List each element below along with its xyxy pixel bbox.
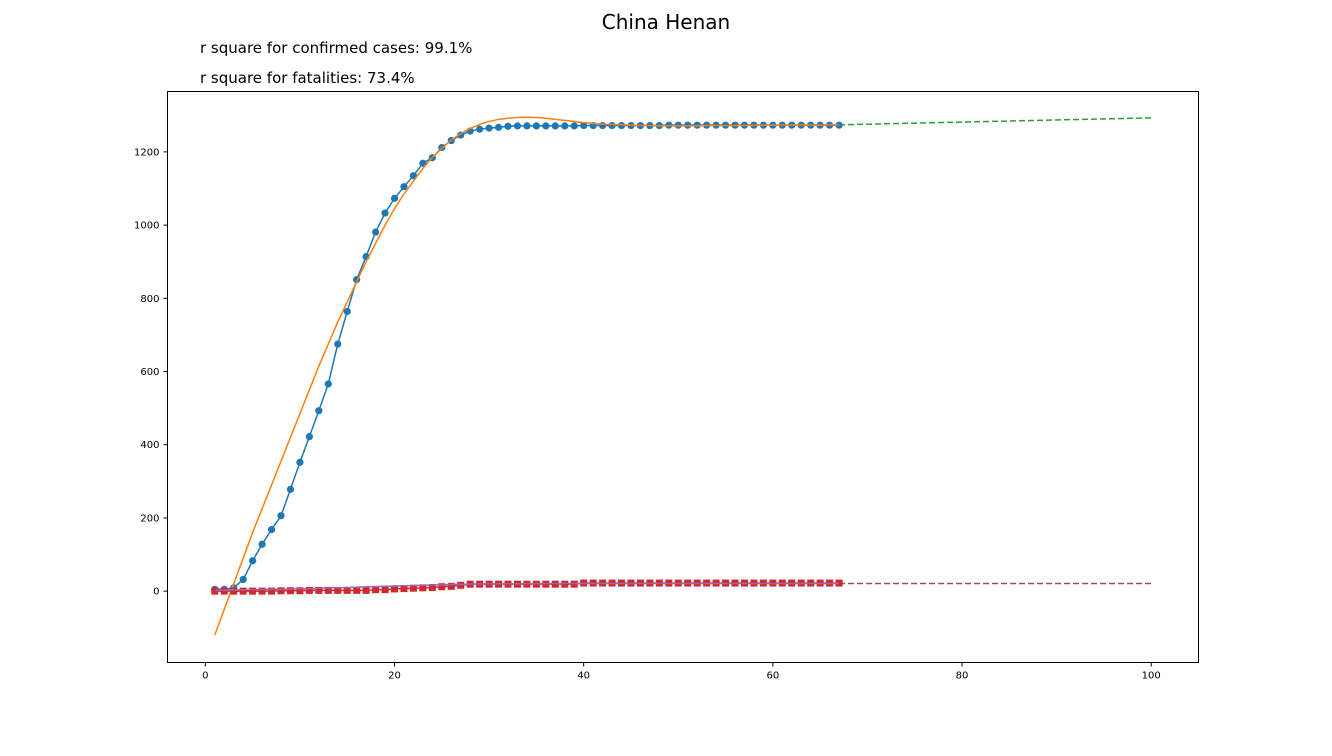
y-tick-label: 800 (140, 294, 159, 305)
data-point-fatalities (400, 585, 408, 593)
series-line-confirmed-forecast (839, 117, 1152, 126)
y-tick-label: 0 (153, 587, 159, 598)
data-point-confirmed (513, 122, 522, 130)
data-point-confirmed (277, 512, 285, 520)
data-point-confirmed (315, 407, 323, 415)
data-point-fatalities (258, 587, 266, 595)
y-axis: 0 200 400 600 800 1000 1200 (134, 147, 168, 598)
x-tick-label: 0 (202, 671, 208, 682)
annotation-r-square-fatalities: r square for fatalities: 73.4% (200, 69, 415, 87)
x-tick-label: 40 (577, 671, 590, 682)
x-tick-label: 60 (766, 671, 779, 682)
data-point-fatalities (428, 583, 436, 591)
y-tick-label: 1200 (134, 147, 159, 158)
series-line-confirmed (214, 124, 840, 591)
data-point-fatalities (353, 586, 361, 594)
data-point-confirmed (419, 159, 427, 167)
data-point-confirmed (249, 557, 257, 565)
data-point-confirmed (494, 123, 503, 131)
data-point-fatalities (239, 587, 247, 595)
data-point-confirmed (258, 540, 266, 548)
data-point-confirmed (504, 122, 512, 130)
data-point-confirmed (542, 122, 550, 130)
data-point-confirmed (239, 575, 247, 584)
data-point-fatalities (419, 584, 427, 592)
annotation-r-square-confirmed: r square for confirmed cases: 99.1% (200, 39, 472, 57)
data-point-confirmed (324, 380, 332, 388)
data-point-fatalities (211, 587, 219, 595)
data-point-confirmed (296, 458, 304, 466)
data-point-fatalities (334, 586, 342, 594)
data-point-fatalities (343, 586, 351, 594)
x-tick-label: 20 (388, 671, 401, 682)
data-point-fatalities (438, 583, 446, 591)
data-point-confirmed (570, 122, 578, 130)
series-layer (211, 116, 1152, 636)
x-axis: 0 20 40 60 80 100 (202, 662, 1161, 682)
data-point-confirmed (334, 340, 342, 348)
data-point-confirmed (267, 526, 276, 534)
data-point-fatalities (447, 582, 455, 590)
data-point-confirmed (305, 433, 313, 441)
data-point-fatalities (362, 586, 370, 594)
data-point-confirmed (400, 183, 408, 191)
data-point-confirmed (485, 124, 493, 132)
x-tick-label: 100 (1142, 671, 1161, 682)
data-point-fatalities (457, 581, 465, 589)
data-point-fatalities (286, 587, 294, 595)
data-point-confirmed (580, 121, 588, 130)
y-tick-label: 200 (140, 513, 159, 524)
data-point-fatalities (409, 584, 417, 592)
data-point-fatalities (296, 587, 304, 595)
x-tick-label: 80 (956, 671, 969, 682)
data-point-confirmed (608, 121, 616, 130)
data-point-fatalities (381, 586, 389, 594)
data-point-confirmed (551, 122, 559, 130)
data-point-confirmed (286, 485, 295, 493)
y-tick-label: 600 (140, 367, 159, 378)
data-point-confirmed (371, 228, 380, 236)
data-point-confirmed (381, 209, 389, 217)
data-point-fatalities (220, 587, 228, 595)
data-point-fatalities (315, 586, 323, 594)
data-point-confirmed (523, 122, 531, 130)
data-point-fatalities (249, 587, 257, 595)
data-point-confirmed (390, 194, 399, 202)
data-point-confirmed (343, 307, 351, 316)
data-point-confirmed (532, 122, 540, 130)
data-point-fatalities (391, 585, 399, 593)
data-point-fatalities (324, 586, 332, 594)
data-point-confirmed (561, 122, 569, 130)
data-point-fatalities (230, 587, 238, 595)
data-point-fatalities (268, 587, 276, 595)
chart-title: China Henan (602, 10, 730, 34)
data-point-confirmed (599, 121, 607, 130)
data-point-fatalities (277, 587, 285, 595)
data-point-fatalities (372, 586, 380, 594)
y-tick-label: 400 (140, 440, 159, 451)
data-point-confirmed (476, 125, 484, 133)
plot-area-frame (167, 91, 1199, 663)
series-line-fatalities-fit (214, 582, 840, 592)
y-tick-label: 1000 (134, 221, 159, 232)
series-line-confirmed-fit (214, 116, 840, 636)
data-point-fatalities (305, 586, 313, 594)
